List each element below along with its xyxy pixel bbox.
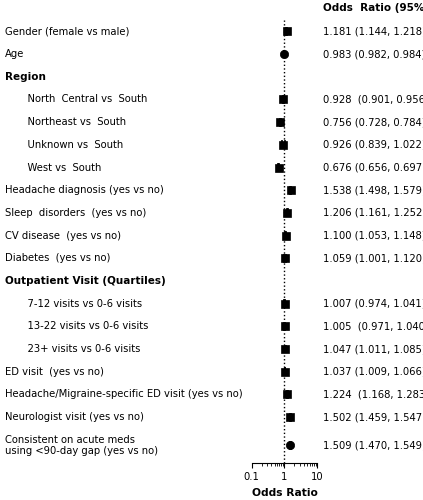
Text: 1.047 (1.011, 1.085): 1.047 (1.011, 1.085) [323,344,423,354]
Text: 0.756 (0.728, 0.784): 0.756 (0.728, 0.784) [323,117,423,127]
Text: ED visit  (yes vs no): ED visit (yes vs no) [5,366,104,376]
Text: 0.928  (0.901, 0.956): 0.928 (0.901, 0.956) [323,94,423,104]
Text: Headache/Migraine-specific ED visit (yes vs no): Headache/Migraine-specific ED visit (yes… [5,390,243,400]
Text: 0.926 (0.839, 1.022): 0.926 (0.839, 1.022) [323,140,423,150]
Text: Unknown vs  South: Unknown vs South [15,140,124,150]
Text: 1.509 (1.470, 1.549): 1.509 (1.470, 1.549) [323,440,423,450]
Text: 7-12 visits vs 0-6 visits: 7-12 visits vs 0-6 visits [15,298,142,308]
Text: Consistent on acute meds
using <90-day gap (yes vs no): Consistent on acute meds using <90-day g… [5,434,158,456]
Text: 1.007 (0.974, 1.041): 1.007 (0.974, 1.041) [323,298,423,308]
Text: Outpatient Visit (Quartiles): Outpatient Visit (Quartiles) [5,276,166,286]
Text: 0.983 (0.982, 0.984): 0.983 (0.982, 0.984) [323,49,423,59]
Text: 1.181 (1.144, 1.218): 1.181 (1.144, 1.218) [323,26,423,36]
Text: Diabetes  (yes vs no): Diabetes (yes vs no) [5,254,110,264]
Text: 1.538 (1.498, 1.579): 1.538 (1.498, 1.579) [323,185,423,195]
Text: Age: Age [5,49,25,59]
Text: North  Central vs  South: North Central vs South [15,94,148,104]
Text: Headache diagnosis (yes vs no): Headache diagnosis (yes vs no) [5,185,164,195]
Text: 1.224  (1.168, 1.283): 1.224 (1.168, 1.283) [323,390,423,400]
Text: CV disease  (yes vs no): CV disease (yes vs no) [5,230,121,240]
Text: 1.059 (1.001, 1.120): 1.059 (1.001, 1.120) [323,254,423,264]
Text: Neurologist visit (yes vs no): Neurologist visit (yes vs no) [5,412,144,422]
Text: 1.100 (1.053, 1.148): 1.100 (1.053, 1.148) [323,230,423,240]
X-axis label: Odds Ratio: Odds Ratio [252,488,317,498]
Text: 13-22 visits vs 0-6 visits: 13-22 visits vs 0-6 visits [15,322,148,332]
Text: 23+ visits vs 0-6 visits: 23+ visits vs 0-6 visits [15,344,140,354]
Text: Sleep  disorders  (yes vs no): Sleep disorders (yes vs no) [5,208,146,218]
Text: Odds  Ratio (95% CI): Odds Ratio (95% CI) [323,3,423,13]
Text: West vs  South: West vs South [15,162,102,172]
Text: 1.206 (1.161, 1.252): 1.206 (1.161, 1.252) [323,208,423,218]
Text: 1.037 (1.009, 1.066): 1.037 (1.009, 1.066) [323,366,423,376]
Text: 1.005  (0.971, 1.040): 1.005 (0.971, 1.040) [323,322,423,332]
Text: 0.676 (0.656, 0.697): 0.676 (0.656, 0.697) [323,162,423,172]
Text: Gender (female vs male): Gender (female vs male) [5,26,129,36]
Text: 1.502 (1.459, 1.547): 1.502 (1.459, 1.547) [323,412,423,422]
Text: Region: Region [5,72,46,82]
Text: Northeast vs  South: Northeast vs South [15,117,126,127]
